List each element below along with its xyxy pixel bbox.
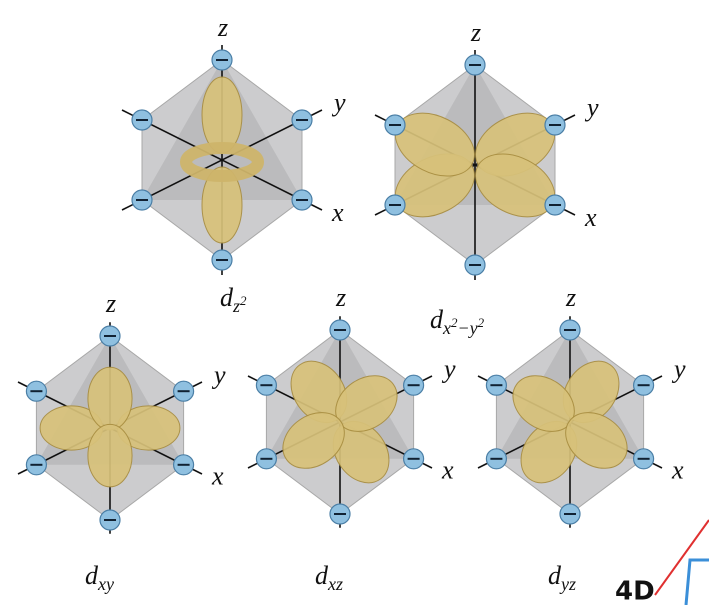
- axis-label: y: [331, 88, 346, 117]
- orbital-figure: z y x: [122, 13, 346, 275]
- orbital-figure: z y x: [375, 18, 599, 280]
- axis-label: y: [211, 360, 226, 389]
- axis-label: z: [565, 283, 576, 312]
- axis-label: x: [671, 456, 684, 485]
- axis-label: z: [217, 13, 228, 42]
- orbital-subscript: 2: [478, 315, 485, 330]
- orbital-symbol: d: [548, 561, 562, 590]
- orbital-symbol: d: [85, 561, 99, 590]
- orbital-figure: z y x: [18, 289, 226, 534]
- annotation-bracket: [686, 560, 709, 605]
- annotation-stroke: [655, 520, 709, 595]
- orbital-figure: z y x: [478, 283, 686, 528]
- orbital-label: dxz: [315, 561, 343, 594]
- lobe: [88, 367, 132, 430]
- axis-label: z: [105, 289, 116, 318]
- orbital-label: dyz: [548, 561, 576, 594]
- orbital-subscript: z: [232, 296, 240, 316]
- orbital-figure: zyx: [248, 283, 456, 528]
- orbital-symbol: d: [220, 283, 234, 312]
- orbital-subscript: yz: [559, 574, 576, 594]
- lobe: [202, 77, 242, 153]
- orbital-subscript: xy: [97, 574, 114, 594]
- lobe: [88, 424, 132, 487]
- orbital-symbol: d: [430, 305, 444, 334]
- annotation: 4D: [615, 577, 655, 605]
- axis-label: x: [584, 203, 597, 232]
- axis-label: x: [211, 462, 224, 491]
- d-orbital-diagram: 4D zyxdz2zyxdx2−y2zyxdxyzyxdxzzyxdyz: [0, 0, 709, 605]
- orbital-subscript: xz: [327, 574, 343, 594]
- axis-label: z: [335, 283, 346, 312]
- axis-label: z: [470, 18, 481, 47]
- axis-label: y: [671, 354, 686, 383]
- axis-label: x: [441, 456, 454, 485]
- axis-label: x: [331, 198, 344, 227]
- axis-label: y: [441, 354, 456, 383]
- orbital-subscript: −y: [458, 318, 478, 338]
- orbital-symbol: d: [315, 561, 329, 590]
- orbital-subscript: x: [442, 318, 451, 338]
- orbital-label: dz2: [220, 283, 247, 316]
- orbital-label: dxy: [85, 561, 114, 594]
- orbital-subscript: 2: [240, 293, 247, 308]
- axis-label: y: [584, 93, 599, 122]
- orbital-label: dx2−y2: [430, 305, 485, 338]
